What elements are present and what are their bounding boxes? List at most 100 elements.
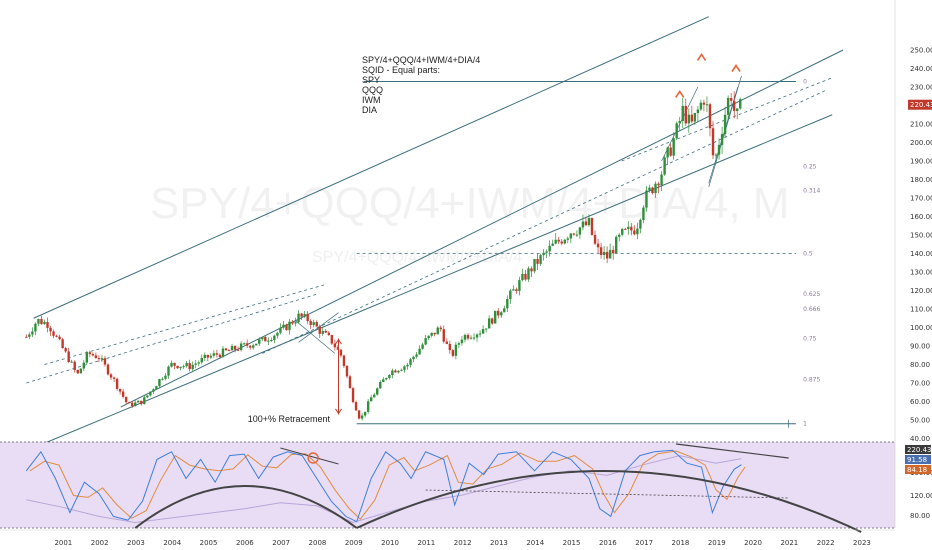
candle-body bbox=[270, 339, 273, 341]
candle-body bbox=[409, 359, 412, 365]
candle-body bbox=[554, 239, 557, 244]
candle-body bbox=[179, 366, 182, 369]
candle-body bbox=[258, 339, 261, 344]
candle-body bbox=[76, 369, 79, 374]
fib-label: 0.875 bbox=[803, 376, 820, 383]
indicator-pane bbox=[0, 441, 895, 533]
candle-body bbox=[112, 377, 116, 379]
candle-body bbox=[448, 343, 452, 351]
x-axis-tick: 2016 bbox=[599, 539, 617, 547]
candle-body bbox=[421, 344, 424, 349]
x-axis-tick: 2008 bbox=[309, 539, 327, 547]
candle-body bbox=[675, 123, 678, 139]
indicator-value-badge bbox=[905, 455, 931, 464]
candle-body bbox=[708, 104, 712, 129]
candle-body bbox=[497, 310, 500, 316]
candle-body bbox=[484, 328, 488, 330]
y-axis-tick: 230.00 bbox=[910, 84, 932, 92]
indicator-value-label: 220.43 bbox=[907, 446, 932, 454]
candle-body bbox=[134, 402, 137, 406]
candle-body bbox=[248, 345, 252, 348]
channel-dashed-top bbox=[621, 77, 833, 162]
y-axis-tick: 40.00 bbox=[910, 435, 930, 443]
x-axis-tick: 2003 bbox=[127, 539, 145, 547]
candle-body bbox=[654, 183, 657, 194]
peak-marker bbox=[731, 64, 741, 72]
y-axis-tick: 150.00 bbox=[910, 232, 932, 240]
candle-body bbox=[170, 362, 173, 367]
candle-body bbox=[52, 331, 55, 336]
candle-body bbox=[324, 330, 328, 333]
candle-body bbox=[669, 147, 672, 156]
candle-body bbox=[194, 363, 197, 365]
candle-body bbox=[255, 343, 258, 346]
candle-body bbox=[460, 339, 464, 344]
fib-label: 0.625 bbox=[803, 291, 820, 298]
candle-body bbox=[106, 364, 110, 375]
candle-body bbox=[309, 321, 312, 325]
candle-body bbox=[548, 245, 551, 252]
y-axis-tick: 130.00 bbox=[910, 269, 932, 277]
candle-body bbox=[587, 217, 591, 226]
candle-body bbox=[339, 349, 343, 356]
y-axis-tick: 160.00 bbox=[910, 213, 932, 221]
candle-body bbox=[639, 219, 642, 229]
candle-body bbox=[279, 327, 282, 333]
candle-body bbox=[360, 415, 364, 419]
candle-body bbox=[291, 321, 294, 324]
candle-body bbox=[321, 330, 324, 334]
y-axis-tick: 70.00 bbox=[910, 380, 930, 388]
candle-body bbox=[176, 365, 179, 369]
candle-body bbox=[300, 313, 303, 317]
candle-body bbox=[94, 355, 98, 359]
candle-body bbox=[575, 234, 579, 236]
candle-body bbox=[469, 337, 473, 339]
indicator-trendline bbox=[280, 447, 339, 465]
candle-body bbox=[327, 332, 331, 336]
candle-body bbox=[494, 310, 497, 324]
candle-body bbox=[79, 368, 82, 374]
candle-body bbox=[481, 329, 485, 334]
candle-body bbox=[182, 366, 185, 368]
candle-body bbox=[388, 375, 391, 378]
candle-body bbox=[149, 391, 152, 396]
candle-body bbox=[382, 379, 385, 382]
candle-body bbox=[330, 335, 334, 344]
indicator-dotted-line bbox=[425, 489, 789, 499]
candle-body bbox=[427, 335, 430, 339]
candle-body bbox=[584, 221, 588, 226]
candle-body bbox=[560, 241, 563, 244]
candle-body bbox=[73, 361, 76, 370]
candle-body bbox=[221, 348, 225, 357]
candle-body bbox=[131, 402, 134, 406]
cycle-arc bbox=[356, 470, 862, 533]
retracement-arrow-head bbox=[335, 338, 342, 345]
candle-body bbox=[615, 236, 618, 254]
candle-body bbox=[297, 313, 300, 323]
candle-body bbox=[618, 234, 621, 237]
candle-body bbox=[605, 251, 609, 259]
candle-body bbox=[681, 105, 684, 122]
x-axis-tick: 2014 bbox=[526, 539, 544, 547]
candle-body bbox=[527, 268, 530, 280]
candle-body bbox=[478, 333, 482, 335]
candle-body bbox=[442, 329, 445, 342]
candle-body bbox=[242, 343, 246, 345]
candle-body bbox=[433, 332, 436, 335]
channel-dashed-upper bbox=[44, 284, 325, 365]
candle-body bbox=[363, 411, 367, 416]
candle-body bbox=[693, 112, 697, 122]
candle-body bbox=[55, 335, 58, 337]
candle-body bbox=[621, 228, 624, 235]
candle-body bbox=[593, 234, 597, 244]
candle-body bbox=[545, 251, 548, 253]
candle-body bbox=[267, 340, 270, 342]
candle-body bbox=[624, 228, 627, 230]
x-axis-tick: 2005 bbox=[200, 539, 218, 547]
candle-body bbox=[261, 337, 264, 340]
candle-body bbox=[379, 381, 382, 389]
